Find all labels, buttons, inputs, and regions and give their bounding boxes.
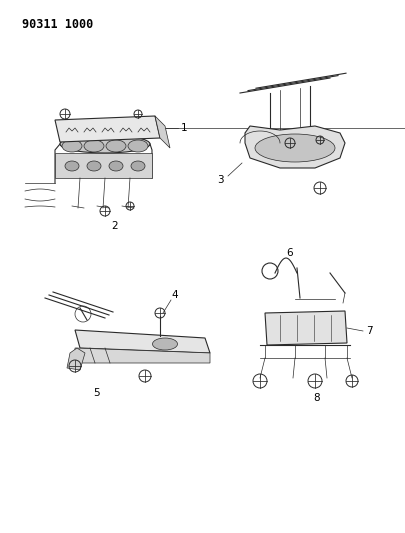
Ellipse shape	[128, 140, 148, 152]
Polygon shape	[55, 116, 160, 142]
Text: 1: 1	[180, 123, 187, 133]
Polygon shape	[75, 348, 209, 363]
Text: 5: 5	[94, 388, 100, 398]
Ellipse shape	[254, 134, 334, 162]
Text: 8: 8	[313, 393, 320, 403]
Text: 7: 7	[365, 326, 371, 336]
Ellipse shape	[60, 135, 149, 153]
Polygon shape	[55, 153, 151, 178]
Ellipse shape	[62, 140, 82, 152]
Ellipse shape	[84, 140, 104, 152]
Text: 4: 4	[171, 290, 178, 300]
Ellipse shape	[106, 140, 126, 152]
Polygon shape	[264, 311, 346, 345]
Polygon shape	[75, 330, 209, 353]
Text: 90311 1000: 90311 1000	[22, 18, 93, 31]
Text: 2: 2	[111, 221, 118, 231]
Ellipse shape	[65, 161, 79, 171]
Polygon shape	[155, 116, 170, 148]
Text: 6: 6	[286, 248, 292, 258]
Ellipse shape	[131, 161, 145, 171]
Text: 3: 3	[216, 175, 223, 185]
Ellipse shape	[109, 161, 123, 171]
Polygon shape	[67, 348, 85, 370]
Polygon shape	[244, 126, 344, 168]
Ellipse shape	[152, 338, 177, 350]
Ellipse shape	[87, 161, 101, 171]
